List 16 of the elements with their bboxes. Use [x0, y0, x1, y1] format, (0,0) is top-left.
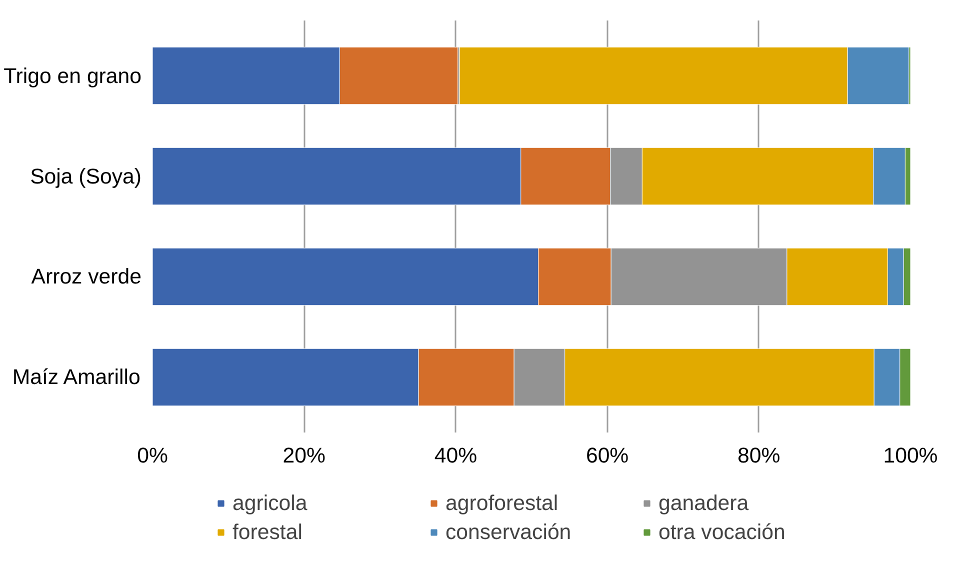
y-tick-label: Arroz verde [31, 264, 142, 289]
x-tick-label: 0% [137, 444, 168, 468]
legend-label: ganadera [658, 490, 750, 516]
legend-label: agroforestal [446, 490, 560, 516]
x-tick-label: 100% [883, 444, 938, 468]
y-tick-label: Trigo en grano [4, 64, 142, 88]
x-tick-label: 80% [738, 444, 780, 468]
y-tick-label: Soja (Soya) [30, 164, 142, 188]
x-tick-label: 60% [586, 444, 629, 468]
x-tick-label: 40% [434, 444, 478, 468]
x-tick-label: 20% [282, 444, 326, 468]
legend-label: conservación [446, 520, 572, 544]
legend-label: agricola [232, 490, 308, 516]
legend-label: forestal [232, 520, 304, 544]
legend-label: otra vocación [658, 520, 786, 544]
y-tick-label: Maíz Amarillo [12, 365, 140, 390]
